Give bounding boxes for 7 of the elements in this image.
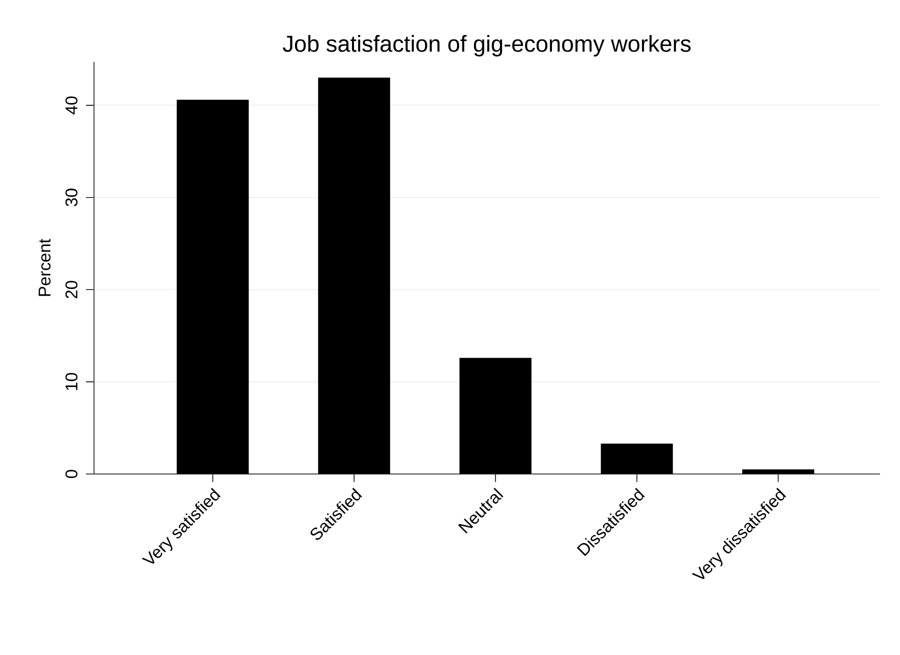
y-tick-label: 0 bbox=[65, 470, 78, 478]
y-tick-label: 20 bbox=[65, 280, 78, 298]
y-tick-label: 30 bbox=[65, 188, 78, 206]
chart-title: Job satisfaction of gig-economy workers bbox=[282, 35, 691, 56]
y-axis-title: Percent bbox=[38, 238, 51, 296]
y-tick-label: 10 bbox=[65, 373, 78, 390]
y-tick-label: 40 bbox=[65, 96, 78, 114]
